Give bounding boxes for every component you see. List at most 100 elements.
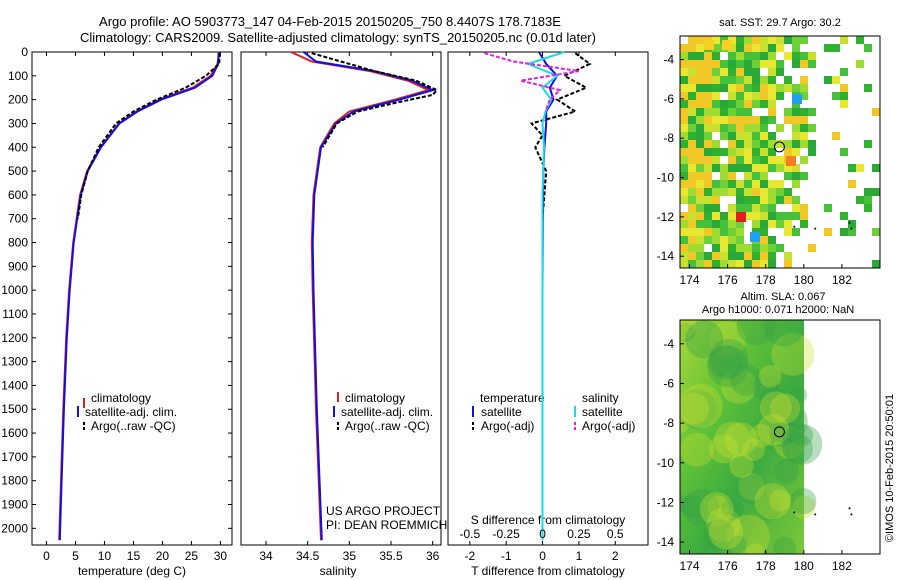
sst-cell <box>720 68 728 76</box>
sst-cell <box>800 108 808 116</box>
sla-blob <box>707 345 743 380</box>
map-x-tick-label: 180 <box>794 273 814 287</box>
x-tick-label: 10 <box>98 549 112 563</box>
sst-cell <box>720 100 728 108</box>
sst-cell <box>856 36 864 44</box>
sst-cell <box>680 84 688 92</box>
sst-cell <box>704 52 712 60</box>
sst-cell <box>736 220 744 228</box>
sst-cell <box>704 108 712 116</box>
sst-cell <box>808 108 816 116</box>
sst-cell <box>736 108 744 116</box>
sst-cell <box>688 212 696 220</box>
sst-map-panel: sat. SST: 29.7 Argo: 30.2 174 176 178 180 18… <box>657 17 881 287</box>
sst-cell <box>688 132 696 140</box>
sst-cell <box>752 212 760 220</box>
sst-cell <box>736 92 744 100</box>
sst-cell <box>704 212 712 220</box>
sst-cell <box>800 204 808 212</box>
sla-map-panel: Altim. SLA: 0.067 Argo h1000: 0.071 h200… <box>657 291 881 573</box>
sst-cell <box>800 52 808 60</box>
sst-cell <box>712 180 720 188</box>
sst-cell <box>704 188 712 196</box>
sst-cell <box>680 100 688 108</box>
sst-cell <box>784 84 792 92</box>
sla-blob <box>790 386 808 404</box>
sst-cell <box>704 92 712 100</box>
sst-cell <box>792 124 800 132</box>
sst-map-cells <box>680 36 880 268</box>
sst-cell <box>760 140 768 148</box>
sst-cell <box>712 44 720 52</box>
sst-cell <box>760 36 768 44</box>
sla-blob <box>709 338 749 379</box>
sla-blob <box>680 322 696 342</box>
sst-cell <box>736 60 744 68</box>
difference-legend: temperature salinity satellite Argo(-adj… <box>472 391 635 433</box>
island-dot <box>850 513 853 516</box>
sst-cell <box>752 196 760 204</box>
sst-cell <box>680 124 688 132</box>
sla-blob <box>680 495 690 512</box>
sst-cell <box>720 212 728 220</box>
sst-cell <box>792 196 800 204</box>
sst-cell <box>768 68 776 76</box>
sst-cell <box>712 60 720 68</box>
legend-satellite: satellite-adj. clim. <box>341 405 433 419</box>
sla-blob <box>680 432 715 467</box>
temperature-axes-frame <box>31 51 233 546</box>
sla-blob <box>706 507 741 542</box>
sst-cell <box>768 44 776 52</box>
sst-cell <box>680 148 688 156</box>
sla-blob <box>702 519 735 551</box>
sla-blob <box>771 332 815 376</box>
sst-cell <box>872 228 880 236</box>
sst-cell <box>776 244 784 252</box>
sla-blob <box>713 421 751 459</box>
sst-cell-highlight <box>704 40 714 50</box>
y-tick-label: 0 <box>21 45 28 59</box>
sst-cell <box>720 180 728 188</box>
sst-cell <box>728 148 736 156</box>
sst-cell <box>872 164 880 172</box>
sst-cell <box>872 188 880 196</box>
sst-cell <box>744 76 752 84</box>
sst-cell <box>728 252 736 260</box>
sst-cell <box>744 180 752 188</box>
map-y-tick-label: -10 <box>657 456 675 470</box>
sst-cell <box>688 92 696 100</box>
salinity-axes-frame <box>240 51 442 546</box>
sst-cell <box>680 60 688 68</box>
legend-climatology: climatology <box>91 391 151 405</box>
sst-cell <box>680 188 688 196</box>
sst-cell <box>736 124 744 132</box>
legend-header-temperature: temperature <box>480 391 545 405</box>
sst-cell <box>680 244 688 252</box>
sst-cell <box>800 36 808 44</box>
sst-cell <box>736 76 744 84</box>
sst-cell <box>688 220 696 228</box>
sst-cell <box>736 236 744 244</box>
sst-cell <box>736 244 744 252</box>
sla-blob <box>773 536 797 554</box>
sla-blob <box>736 474 767 505</box>
sst-cell <box>768 76 776 84</box>
sst-cell <box>784 228 792 236</box>
sst-cell <box>720 132 728 140</box>
sst-cell <box>728 180 736 188</box>
sst-cell <box>784 172 792 180</box>
sst-cell <box>736 156 744 164</box>
sla-blob <box>730 364 763 397</box>
sst-cell-highlight <box>792 94 802 104</box>
sla-blob <box>708 434 739 464</box>
sst-cell <box>736 252 744 260</box>
sla-blob <box>757 413 790 446</box>
sst-cell <box>696 140 704 148</box>
sst-cell <box>680 132 688 140</box>
sst-cell <box>768 204 776 212</box>
sst-cell <box>712 92 720 100</box>
sst-cell <box>688 108 696 116</box>
sst-cell <box>776 84 784 92</box>
sst-cell <box>688 252 696 260</box>
sla-blob <box>742 438 765 462</box>
